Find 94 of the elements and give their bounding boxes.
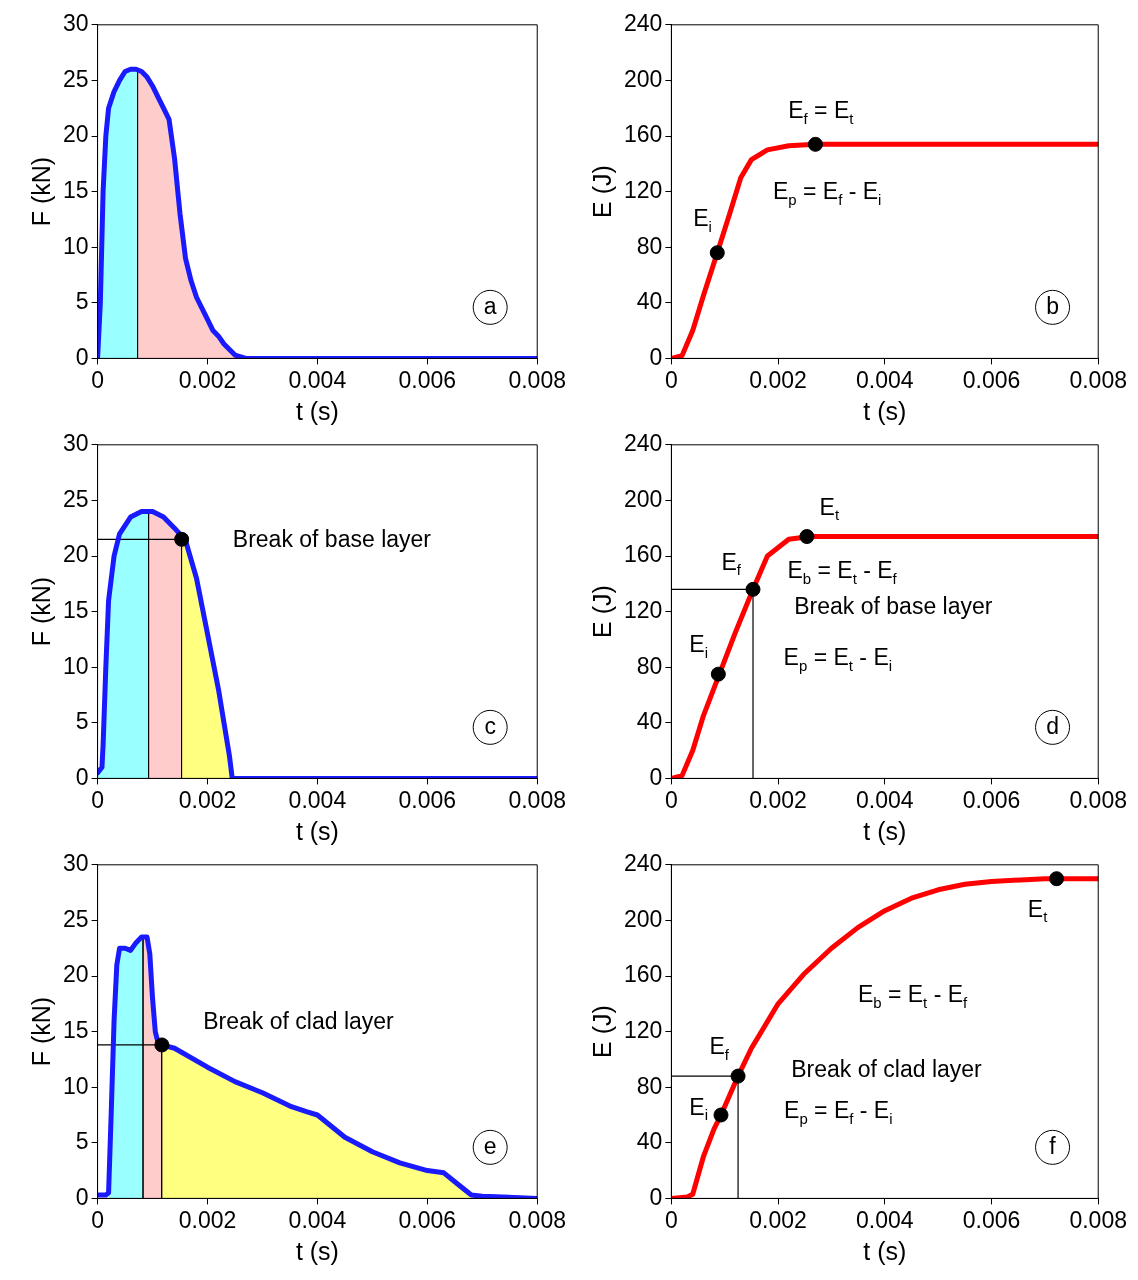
x-tick-label: 0.002 xyxy=(178,366,237,393)
y-tick-label: 0 xyxy=(649,343,663,370)
x-axis-title: t (s) xyxy=(295,816,339,845)
x-tick-label: 0.004 xyxy=(856,366,914,393)
point xyxy=(799,529,815,545)
point xyxy=(713,1107,729,1123)
y-tick-label: 25 xyxy=(62,905,89,932)
y-tick-label: 5 xyxy=(75,708,89,735)
annotation: a xyxy=(483,292,497,319)
y-tick-label: 25 xyxy=(62,65,89,92)
y-tick-label: 40 xyxy=(636,1128,663,1155)
y-tick-label: 20 xyxy=(62,961,89,988)
x-tick-label: 0.008 xyxy=(1069,786,1127,813)
y-tick-label: 0 xyxy=(75,343,89,370)
x-tick-label: 0.006 xyxy=(962,366,1021,393)
y-tick-label: 80 xyxy=(636,1072,663,1099)
y-tick-label: 5 xyxy=(75,1128,89,1155)
y-tick-label: 30 xyxy=(62,850,89,877)
x-tick-label: 0.004 xyxy=(856,786,914,813)
point xyxy=(710,666,726,682)
y-tick-label: 40 xyxy=(636,708,663,735)
x-tick-label: 0.006 xyxy=(962,1206,1021,1233)
y-tick-label: 10 xyxy=(62,1072,89,1099)
x-tick-label: 0.006 xyxy=(398,786,457,813)
y-axis-title: E (J) xyxy=(587,165,616,218)
x-tick-label: 0.004 xyxy=(288,1206,347,1233)
y-axis-title: F (kN) xyxy=(26,996,55,1067)
x-tick-label: 0.002 xyxy=(749,1206,807,1233)
y-tick-label: 10 xyxy=(62,652,89,679)
y-tick-label: 240 xyxy=(624,430,663,457)
x-axis-title: t (s) xyxy=(863,816,907,845)
x-tick-label: 0.006 xyxy=(962,786,1021,813)
x-tick-label: 0.002 xyxy=(178,786,237,813)
annotation: f xyxy=(1049,1132,1057,1159)
x-axis-title: t (s) xyxy=(295,1236,339,1265)
y-tick-label: 10 xyxy=(62,232,89,259)
x-axis-title: t (s) xyxy=(295,396,339,425)
annotation: d xyxy=(1046,712,1059,739)
y-tick-label: 120 xyxy=(624,176,663,203)
point xyxy=(1049,871,1065,887)
y-tick-label: 0 xyxy=(649,763,663,790)
point xyxy=(730,1068,746,1084)
y-axis-title: F (kN) xyxy=(26,576,55,647)
y-tick-label: 80 xyxy=(636,652,663,679)
x-tick-label: 0.008 xyxy=(508,1206,566,1233)
x-tick-label: 0.008 xyxy=(508,786,566,813)
x-tick-label: 0.004 xyxy=(288,366,347,393)
y-tick-label: 40 xyxy=(636,288,663,315)
y-axis-title: E (J) xyxy=(587,1005,616,1058)
x-tick-label: 0.008 xyxy=(1069,1206,1127,1233)
x-tick-label: 0.004 xyxy=(288,786,347,813)
y-tick-label: 20 xyxy=(62,541,89,568)
x-tick-label: 0.004 xyxy=(856,1206,914,1233)
y-tick-label: 80 xyxy=(636,232,663,259)
y-tick-label: 30 xyxy=(62,10,89,37)
y-tick-label: 0 xyxy=(75,1183,89,1210)
y-tick-label: 200 xyxy=(624,905,663,932)
y-tick-label: 200 xyxy=(624,485,663,512)
annotation: Break of base layer xyxy=(232,525,432,552)
y-axis-title: F (kN) xyxy=(26,156,55,227)
y-tick-label: 240 xyxy=(624,10,663,37)
y-tick-label: 120 xyxy=(624,596,663,623)
x-tick-label: 0.008 xyxy=(1069,366,1127,393)
y-tick-label: 160 xyxy=(624,121,663,148)
y-tick-label: 25 xyxy=(62,485,89,512)
annotation: b xyxy=(1046,292,1059,319)
x-axis-title: t (s) xyxy=(863,396,907,425)
point xyxy=(745,581,761,597)
annotation: Break of base layer xyxy=(794,592,993,619)
x-tick-label: 0.008 xyxy=(508,366,566,393)
y-tick-label: 200 xyxy=(624,65,663,92)
y-tick-label: 0 xyxy=(649,1183,663,1210)
x-tick-label: 0.006 xyxy=(398,1206,457,1233)
y-tick-label: 15 xyxy=(62,596,89,623)
y-tick-label: 15 xyxy=(62,176,89,203)
y-tick-label: 20 xyxy=(62,121,89,148)
y-tick-label: 0 xyxy=(75,763,89,790)
annotation: Break of clad layer xyxy=(203,1008,395,1035)
y-tick-label: 240 xyxy=(624,850,663,877)
y-tick-label: 160 xyxy=(624,541,663,568)
x-axis-title: t (s) xyxy=(863,1236,907,1265)
x-tick-label: 0.002 xyxy=(749,786,807,813)
x-tick-label: 0.002 xyxy=(749,366,807,393)
annotation: e xyxy=(483,1132,497,1159)
annotation: c xyxy=(484,712,496,739)
y-tick-label: 160 xyxy=(624,961,663,988)
y-tick-label: 120 xyxy=(624,1016,663,1043)
y-axis-title: E (J) xyxy=(587,585,616,638)
y-tick-label: 5 xyxy=(75,288,89,315)
y-tick-label: 15 xyxy=(62,1016,89,1043)
y-tick-label: 30 xyxy=(62,430,89,457)
annotation: Break of clad layer xyxy=(791,1055,983,1082)
x-tick-label: 0.002 xyxy=(178,1206,237,1233)
x-tick-label: 0.006 xyxy=(398,366,457,393)
